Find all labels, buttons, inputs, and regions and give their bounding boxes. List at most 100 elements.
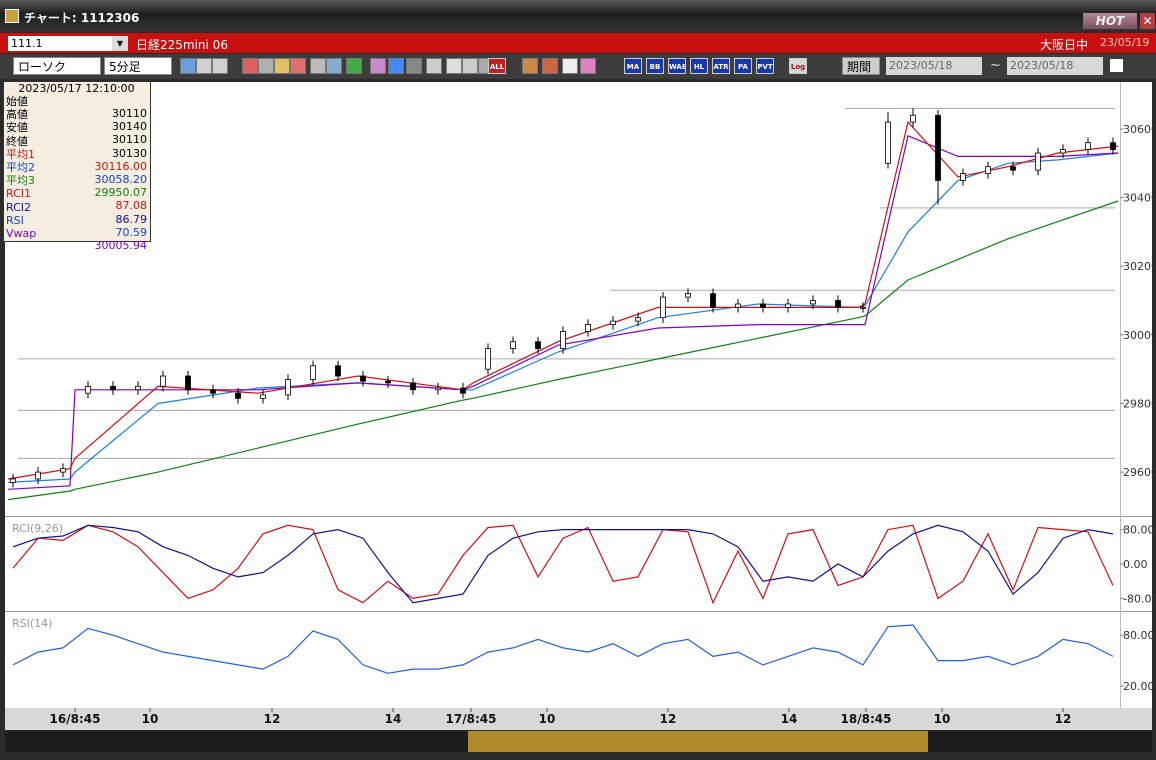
indicator-line (12, 524, 1114, 605)
hot-button[interactable]: HOT (1083, 13, 1137, 29)
tool-icon[interactable] (370, 58, 386, 74)
symbol-input[interactable]: 111.1 (8, 36, 112, 51)
candle-body (10, 478, 16, 483)
tool-button[interactable]: PVT (756, 58, 774, 74)
tool-icon[interactable] (522, 58, 538, 74)
x-tick-label: 12 (1055, 712, 1072, 726)
tool-icon[interactable] (258, 58, 274, 74)
y-tick-label: 0.00 (1123, 558, 1148, 571)
y-tick-label: 30600 (1123, 123, 1156, 136)
tool-icon[interactable] (406, 58, 422, 74)
info-value: 30116.00 (94, 159, 148, 173)
info-value: 30110 (112, 107, 147, 120)
x-tick-label: 18/8:45 (841, 712, 892, 726)
symbol-dropdown[interactable]: ▼ (112, 36, 128, 51)
scroll-thumb[interactable] (468, 731, 928, 752)
date-to[interactable]: 2023/05/18 (1007, 57, 1103, 75)
y-tick-label: 20.00 (1123, 680, 1155, 693)
tool-button[interactable]: BB (646, 58, 664, 74)
tool-icon[interactable] (290, 58, 306, 74)
tool-icon[interactable] (346, 58, 362, 74)
interval-select[interactable]: 5分足 (104, 57, 172, 75)
tool-button[interactable]: PA RA (734, 58, 752, 74)
info-row: 終値 30130 (6, 135, 147, 159)
info-value: 30005.94 (94, 239, 148, 252)
tool-icon[interactable] (462, 58, 478, 74)
candle-body (510, 341, 516, 349)
tool-icon[interactable] (580, 58, 596, 74)
tool-icon[interactable] (212, 58, 228, 74)
candle-body (285, 379, 291, 396)
candle-body (110, 385, 116, 391)
tool-icon[interactable] (426, 58, 442, 74)
candle-body (985, 166, 991, 174)
info-value: 29950.07 (94, 186, 148, 200)
x-tick-label: 10 (142, 712, 159, 726)
tool-icon[interactable] (310, 58, 326, 74)
period-button[interactable]: 期間 (842, 57, 880, 75)
candle-body (710, 293, 716, 308)
tool-button[interactable]: Log (789, 58, 807, 74)
tool-icon[interactable] (274, 58, 290, 74)
close-button[interactable]: ✕ (1140, 13, 1155, 29)
tool-icon[interactable] (242, 58, 258, 74)
candle-body (1010, 166, 1016, 171)
candle-body (635, 317, 641, 322)
candle-body (935, 114, 941, 181)
plot-background (5, 82, 1152, 708)
tool-icon[interactable] (388, 58, 404, 74)
candle-body (585, 324, 591, 332)
tool-icon[interactable] (446, 58, 462, 74)
tool-icon[interactable] (196, 58, 212, 74)
candle-body (910, 114, 916, 123)
info-label: 始値 (6, 95, 28, 108)
candle-body (485, 348, 491, 370)
x-tick-label: 14 (385, 712, 402, 726)
tool-icon[interactable] (542, 58, 558, 74)
x-tick-label: 17/8:45 (446, 712, 497, 726)
tool-icon[interactable] (326, 58, 342, 74)
x-tick-label: 14 (781, 712, 798, 726)
info-datetime: 2023/05/17 12:10:00 (18, 82, 135, 95)
tool-button[interactable]: ALL (488, 58, 506, 74)
tool-icon[interactable] (562, 58, 578, 74)
candle-body (835, 300, 841, 308)
candle-body (310, 365, 316, 380)
candle-body (235, 392, 241, 399)
chart-kind-select[interactable]: ローソク (13, 57, 101, 75)
info-label: 高値 (6, 108, 28, 122)
tool-button[interactable]: ATR (712, 58, 730, 74)
candle-body (460, 387, 466, 394)
info-value: 87.08 (115, 199, 148, 213)
candle-body (60, 468, 66, 473)
tool-icon[interactable] (180, 58, 196, 74)
tool-button[interactable]: MA (624, 58, 642, 74)
info-label: RCI1 (6, 187, 32, 201)
panel-label: RCI(9,26) (12, 522, 63, 535)
y-tick-label: 30000 (1123, 329, 1156, 342)
indicator-line (7, 134, 1119, 490)
y-tick-label: -80.00 (1123, 592, 1156, 605)
tool-button[interactable]: HL (690, 58, 708, 74)
candle-body (560, 331, 566, 349)
candle-body (1085, 142, 1091, 150)
candle-body (135, 385, 141, 391)
tool-button[interactable]: WAE (668, 58, 686, 74)
candle-body (1035, 152, 1041, 171)
info-value: 86.79 (115, 212, 148, 226)
candle-body (260, 394, 266, 399)
info-row: 高値 30140 (6, 108, 147, 133)
candle-body (960, 173, 966, 181)
candle-body (1060, 149, 1066, 154)
app-icon (5, 9, 19, 23)
candle-body (35, 471, 41, 480)
date-from[interactable]: 2023/05/18 (886, 57, 982, 75)
candle-body (385, 380, 391, 384)
candle-body (360, 375, 366, 382)
candle-body (1110, 142, 1116, 150)
info-row: Vwap 30005.94 (6, 228, 147, 252)
info-label: 安値 (6, 121, 28, 135)
symbol-bar: 日経225mini 06 大阪日中 23/05/19 (0, 33, 1156, 53)
checkbox[interactable] (1110, 59, 1123, 72)
